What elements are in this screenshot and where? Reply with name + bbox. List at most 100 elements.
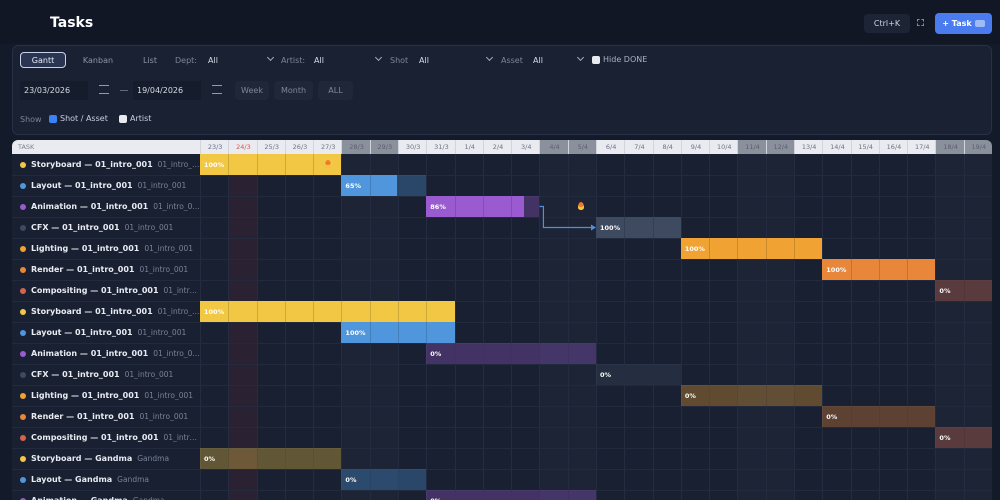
task-bar[interactable]: 0% (200, 448, 342, 469)
show-option[interactable]: Artist (119, 114, 151, 123)
progress-label: 0% (204, 454, 216, 463)
task-row[interactable]: Storyboard — Gandma Gandma 0% (12, 448, 992, 470)
arrow-icon (120, 90, 128, 91)
fullscreen-button[interactable] (917, 19, 924, 26)
day-header: 26/3 (284, 140, 315, 154)
task-bar[interactable]: 0% (341, 469, 427, 490)
task-bar[interactable]: 100% (341, 322, 455, 343)
status-dot (20, 203, 26, 210)
task-name-cell: Render — 01_intro_001 01_intro_001 (12, 406, 200, 427)
task-row[interactable]: Animation — Gandma Gandma 0% (12, 490, 992, 500)
task-bar[interactable]: 0% (426, 490, 596, 500)
day-header: 19/4 (963, 140, 992, 154)
show-option[interactable]: Shot / Asset (49, 114, 108, 123)
start-date[interactable]: 23/03/2026 (20, 81, 88, 100)
task-row[interactable]: Storyboard — 01_intro_001 01_intro_001 100… (12, 154, 992, 176)
day-column (737, 154, 767, 500)
progress-label: 0% (939, 433, 951, 442)
day-column (822, 154, 851, 500)
filter-value: All (208, 55, 218, 65)
cell-divider (652, 364, 654, 385)
task-name-cell: Animation — 01_intro_001 01_intro_001 (12, 196, 200, 217)
status-dot (20, 308, 26, 315)
task-row[interactable]: Animation — 01_intro_001 01_intro_001 86% (12, 196, 992, 218)
checkbox (592, 55, 600, 64)
cell-divider (454, 490, 456, 500)
shot-tag: 01_intro_001 (153, 202, 200, 211)
day-header: 16/4 (878, 140, 909, 154)
task-row[interactable]: Layout — 01_intro_001 01_intro_001 65% (12, 175, 992, 197)
day-header: 5/4 (567, 140, 597, 154)
range-all[interactable]: ALL (318, 81, 353, 100)
progress-fill (341, 322, 455, 343)
task-bar[interactable]: 100% (822, 259, 936, 280)
task-bar[interactable]: 100% (680, 238, 823, 259)
shot-tag: 01_intro_001 (157, 160, 200, 169)
day-header: 1/4 (454, 140, 484, 154)
status-dot (20, 161, 26, 168)
shot-tag: 01_intro_001 (144, 244, 194, 253)
task-row[interactable]: Render — 01_intro_001 01_intro_001 0% (12, 406, 992, 428)
progress-label: 0% (684, 391, 696, 400)
filter-select[interactable]: All (204, 52, 276, 68)
day-header: 14/4 (822, 140, 852, 154)
view-kanban[interactable]: Kanban (82, 55, 114, 65)
task-bar[interactable]: 0% (935, 427, 992, 448)
end-date[interactable]: 19/04/2026 (133, 81, 201, 100)
status-dot (20, 392, 26, 399)
cell-divider (907, 259, 909, 280)
task-bar[interactable]: 100% (200, 154, 342, 175)
shot-tag: 01_intro_001 (157, 307, 200, 316)
task-row[interactable]: CFX — 01_intro_001 01_intro_001 100% (12, 217, 992, 239)
task-row[interactable]: Layout — 01_intro_001 01_intro_001 100% (12, 322, 992, 344)
shot-tag: 01_intro_001 (137, 181, 187, 190)
view-gantt[interactable]: Gantt (20, 52, 66, 68)
task-bar[interactable]: 0% (596, 364, 681, 385)
day-header: 28/3 (341, 140, 371, 154)
task-bar[interactable]: 100% (596, 217, 681, 238)
task-row[interactable]: Layout — Gandma Gandma 0% (12, 469, 992, 491)
progress-label: 86% (430, 202, 446, 211)
filter-select[interactable]: All (415, 52, 495, 68)
task-bar[interactable]: 0% (935, 280, 992, 301)
task-name-cell: Animation — 01_intro_001 01_intro_001 (12, 343, 200, 364)
status-dot (20, 329, 26, 336)
range-week[interactable]: Week (235, 81, 269, 100)
day-header: 8/4 (652, 140, 682, 154)
task-row[interactable]: Compositing — 01_intro_001 01_intro_001 0% (12, 280, 992, 302)
day-column (200, 154, 229, 500)
task-row[interactable]: Animation — 01_intro_001 01_intro_001 0% (12, 343, 992, 365)
cell-divider (454, 343, 456, 364)
task-bar[interactable]: 100% (200, 301, 455, 322)
task-row[interactable]: Storyboard — 01_intro_001 01_intro_001 100… (12, 301, 992, 323)
task-row[interactable]: Compositing — 01_intro_001 01_intro_001 0% (12, 427, 992, 449)
hide-done-toggle[interactable]: Hide DONE (592, 55, 647, 64)
cell-divider (567, 490, 569, 500)
task-row[interactable]: Render — 01_intro_001 01_intro_001 100% (12, 259, 992, 281)
task-bar[interactable]: 0% (426, 343, 596, 364)
task-row[interactable]: Lighting — 01_intro_001 01_intro_001 0% (12, 385, 992, 407)
status-dot (20, 434, 26, 441)
progress-label: 65% (345, 181, 361, 190)
task-bar[interactable]: 0% (822, 406, 936, 427)
calendar-icon[interactable] (212, 85, 222, 94)
calendar-icon[interactable] (99, 85, 109, 94)
range-month[interactable]: Month (274, 81, 313, 100)
task-row[interactable]: Lighting — 01_intro_001 01_intro_001 100% (12, 238, 992, 260)
task-bar[interactable]: 86% (426, 196, 540, 217)
progress-label: 0% (939, 286, 951, 295)
progress-label: 0% (430, 349, 442, 358)
day-column (709, 154, 738, 500)
filter-select[interactable]: All (310, 52, 384, 68)
cell-divider (878, 259, 880, 280)
task-bar[interactable]: 0% (680, 385, 823, 406)
day-column (228, 154, 258, 500)
view-list[interactable]: List (143, 55, 157, 65)
status-dot (20, 350, 26, 357)
new-task-button[interactable]: + Task (935, 13, 992, 34)
task-row[interactable]: CFX — 01_intro_001 01_intro_001 0% (12, 364, 992, 386)
day-column (652, 154, 682, 500)
filter-select[interactable]: All (529, 52, 586, 68)
task-bar[interactable]: 65% (341, 175, 427, 196)
search-button[interactable]: Ctrl+K (864, 14, 910, 33)
